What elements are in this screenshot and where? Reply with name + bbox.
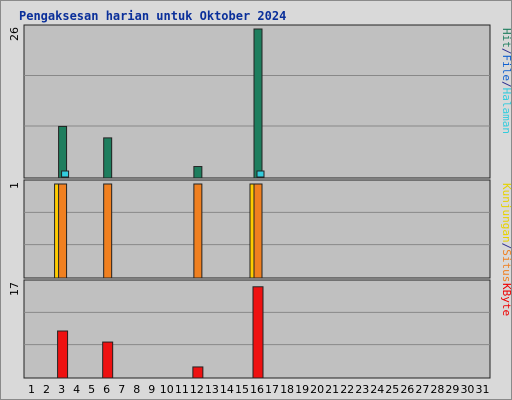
x-tick-label: 15 xyxy=(235,383,249,396)
x-tick-label: 30 xyxy=(460,383,474,396)
x-tick-label: 17 xyxy=(265,383,279,396)
panel-legend: Kunjungan/Situs xyxy=(500,183,512,282)
x-tick-label: 10 xyxy=(160,383,174,396)
x-tick-label: 31 xyxy=(475,383,489,396)
panel-legend: KByte xyxy=(500,283,512,316)
legend-entry: File xyxy=(500,55,512,82)
legend-entry: / xyxy=(500,243,512,250)
x-tick-label: 1 xyxy=(28,383,35,396)
x-tick-label: 27 xyxy=(415,383,429,396)
x-tick-label: 9 xyxy=(148,383,155,396)
legend-entry: Situs xyxy=(500,249,512,282)
x-tick-label: 29 xyxy=(445,383,459,396)
x-tick-label: 7 xyxy=(118,383,125,396)
x-tick-label: 18 xyxy=(280,383,294,396)
x-tick-label: 5 xyxy=(88,383,95,396)
bar-hit xyxy=(58,125,68,179)
bar-kbyte xyxy=(252,286,264,379)
hits-panel: 26 Hit/File/Halaman xyxy=(8,24,512,179)
x-tick-label: 2 xyxy=(43,383,50,396)
y-max-label: 17 xyxy=(8,282,21,296)
y-max-label: 26 xyxy=(8,27,21,41)
x-tick-label: 25 xyxy=(385,383,399,396)
bar-halaman xyxy=(61,170,70,178)
x-tick-label: 21 xyxy=(325,383,339,396)
x-tick-label: 16 xyxy=(250,383,264,396)
legend-entry: Hit xyxy=(500,28,512,48)
bar-kbyte xyxy=(192,366,204,379)
x-tick-label: 13 xyxy=(205,383,219,396)
bar-situs xyxy=(58,183,68,279)
bar-hit xyxy=(103,137,113,179)
x-tick-label: 11 xyxy=(175,383,189,396)
legend-entry: KByte xyxy=(500,283,512,316)
bar-kbyte xyxy=(102,341,114,379)
bar-situs xyxy=(103,183,113,279)
chart-title: Pengaksesan harian untuk Oktober 2024 xyxy=(19,9,286,23)
bar-kbyte xyxy=(57,330,69,379)
x-tick-label: 8 xyxy=(133,383,140,396)
x-tick-label: 24 xyxy=(370,383,384,396)
legend-entry: Kunjungan xyxy=(500,183,512,243)
x-tick-label: 26 xyxy=(400,383,414,396)
x-tick-label: 3 xyxy=(58,383,65,396)
bar-situs xyxy=(193,183,203,279)
x-tick-label: 19 xyxy=(295,383,309,396)
legend-entry: / xyxy=(500,48,512,55)
bar-situs xyxy=(253,183,263,279)
y-max-label: 1 xyxy=(8,182,21,189)
bar-hit xyxy=(253,28,263,179)
kbyte-panel: 17 KByte xyxy=(8,279,512,379)
legend-entry: / xyxy=(500,81,512,88)
x-tick-label: 12 xyxy=(190,383,204,396)
bar-halaman xyxy=(256,170,265,178)
x-tick-label: 22 xyxy=(340,383,354,396)
x-tick-label: 4 xyxy=(73,383,80,396)
visits-panel: 1 Kunjungan/Situs xyxy=(8,179,512,282)
x-tick-label: 20 xyxy=(310,383,324,396)
x-tick-label: 28 xyxy=(430,383,444,396)
x-axis-day-labels: 1 2 3 4 5 6 7 8 9 10 11 12 13 14 15 16 17 18 19 20 21 22 23 24 2… xyxy=(28,383,489,396)
x-tick-label: 6 xyxy=(103,383,110,396)
panel-legend: Hit/File/Halaman xyxy=(500,28,512,134)
bar-hit xyxy=(193,166,203,179)
legend-entry: Halaman xyxy=(500,88,512,134)
x-tick-label: 23 xyxy=(355,383,369,396)
x-tick-label: 14 xyxy=(220,383,234,396)
